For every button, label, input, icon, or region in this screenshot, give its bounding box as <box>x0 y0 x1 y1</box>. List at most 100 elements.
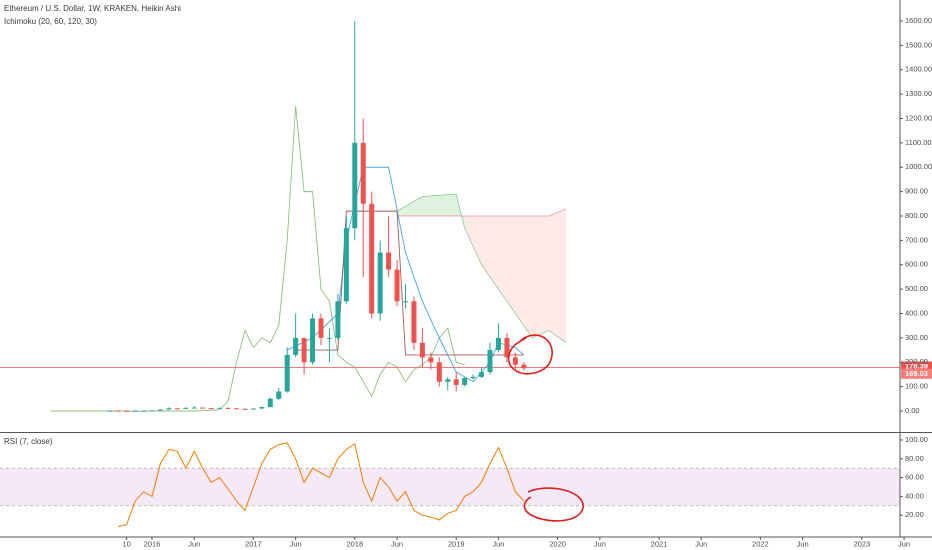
y-tick-label: 1100.00 <box>905 138 932 147</box>
cloud-fill <box>397 196 423 216</box>
candle-body <box>343 228 349 302</box>
y-tick-label: 1600.00 <box>905 16 932 25</box>
candle-body <box>225 407 231 409</box>
candle-body <box>183 407 189 409</box>
cloud-fill <box>464 216 482 265</box>
rsi-title: RSI (7, close) <box>4 437 53 446</box>
y-tick-label: 40.00 <box>905 491 924 500</box>
x-tick-label: Jun <box>188 539 200 548</box>
y-tick-label: 0.00 <box>905 406 920 415</box>
candle-body <box>335 301 341 338</box>
candle-body <box>200 407 206 409</box>
candle-body <box>208 408 214 410</box>
candle-body <box>512 357 518 365</box>
price-label-box <box>901 368 932 379</box>
y-tick-label: 1000.00 <box>905 162 932 171</box>
y-tick-label: 1300.00 <box>905 89 932 98</box>
x-tick-label: 2023 <box>853 539 870 548</box>
candle-body <box>284 354 290 392</box>
candle-body <box>428 357 434 363</box>
cloud-fill <box>532 216 550 338</box>
y-tick-label: 1200.00 <box>905 113 932 122</box>
candle-body <box>124 410 130 412</box>
candle-body <box>234 408 239 410</box>
candle-body <box>445 379 451 382</box>
chart-title: Ethereum / U.S. Dollar, 1W, KRAKEN, Heik… <box>4 4 181 13</box>
candle-body <box>386 252 392 270</box>
x-tick-label: 2016 <box>144 539 161 548</box>
candle-body <box>462 378 468 385</box>
candle-body <box>310 318 316 363</box>
x-tick-label: Jun <box>898 539 910 548</box>
candle-body <box>217 407 223 409</box>
x-tick-label: 2022 <box>752 539 769 548</box>
candle-body <box>411 301 417 343</box>
candle-body <box>191 407 197 409</box>
plot-layer <box>0 21 900 527</box>
indicator-line <box>287 166 525 383</box>
y-tick-label: 1500.00 <box>905 40 932 49</box>
x-tick-label: Jun <box>797 539 809 548</box>
y-tick-label: 200.00 <box>905 357 928 366</box>
x-tick-label: 2019 <box>448 539 465 548</box>
candle-body <box>360 142 366 204</box>
x-tick-label: 2021 <box>651 539 668 548</box>
y-tick-label: 60.00 <box>905 473 924 482</box>
y-tick-label: 100.00 <box>905 435 928 444</box>
candle-body <box>326 337 332 339</box>
candle-body <box>250 408 256 410</box>
candle-body <box>301 337 307 363</box>
candle-body <box>166 408 172 410</box>
candle-body <box>470 376 476 379</box>
indicator-label: Ichimoku (20, 60, 120, 30) <box>4 17 97 26</box>
cloud-fill <box>422 194 457 216</box>
candle-body <box>174 408 180 410</box>
x-tick-label: Jun <box>594 539 606 548</box>
y-tick-label: 400.00 <box>905 308 928 317</box>
y-tick-label: 700.00 <box>905 235 928 244</box>
y-tick-label: 600.00 <box>905 260 928 269</box>
y-tick-label: 100.00 <box>905 382 928 391</box>
y-tick-label: 900.00 <box>905 187 928 196</box>
x-tick-label: 2020 <box>549 539 566 548</box>
candle-body <box>149 410 155 412</box>
candle-body <box>107 410 113 412</box>
candle-body <box>267 398 273 408</box>
y-tick-label: 20.00 <box>905 510 924 519</box>
x-tick-label: 10 <box>122 539 130 548</box>
hand-drawn-circle <box>508 334 553 375</box>
candle-body <box>521 364 527 369</box>
candle-body <box>293 337 299 355</box>
candle-body <box>479 372 485 377</box>
rsi-line <box>118 442 525 527</box>
candle-body <box>504 337 510 358</box>
candle-body <box>115 410 121 412</box>
x-tick-label: 2018 <box>346 539 363 548</box>
y-tick-label: 500.00 <box>905 284 928 293</box>
candle-body <box>403 301 408 303</box>
candle-body <box>436 362 442 382</box>
candle-body <box>352 142 358 229</box>
y-tick-label: 300.00 <box>905 333 928 342</box>
candle-body <box>369 203 375 314</box>
cloud-fill <box>549 208 567 343</box>
cloud-fill <box>506 216 533 338</box>
candle-body <box>495 337 501 351</box>
cloud-fill <box>481 216 507 302</box>
x-tick-label: Jun <box>391 539 403 548</box>
candle-body <box>394 269 400 302</box>
candle-body <box>157 409 163 411</box>
x-tick-label: Jun <box>695 539 707 548</box>
y-tick-label: 800.00 <box>905 211 928 220</box>
x-tick-label: Jun <box>290 539 302 548</box>
price-label-box <box>901 361 932 372</box>
candle-body <box>276 391 282 399</box>
candle-body <box>132 410 138 412</box>
candle-body <box>259 407 265 409</box>
rsi-band <box>0 468 900 506</box>
hand-drawn-circle <box>523 487 584 522</box>
x-tick-label: Jun <box>492 539 504 548</box>
price-label: 178.39 <box>905 362 928 371</box>
